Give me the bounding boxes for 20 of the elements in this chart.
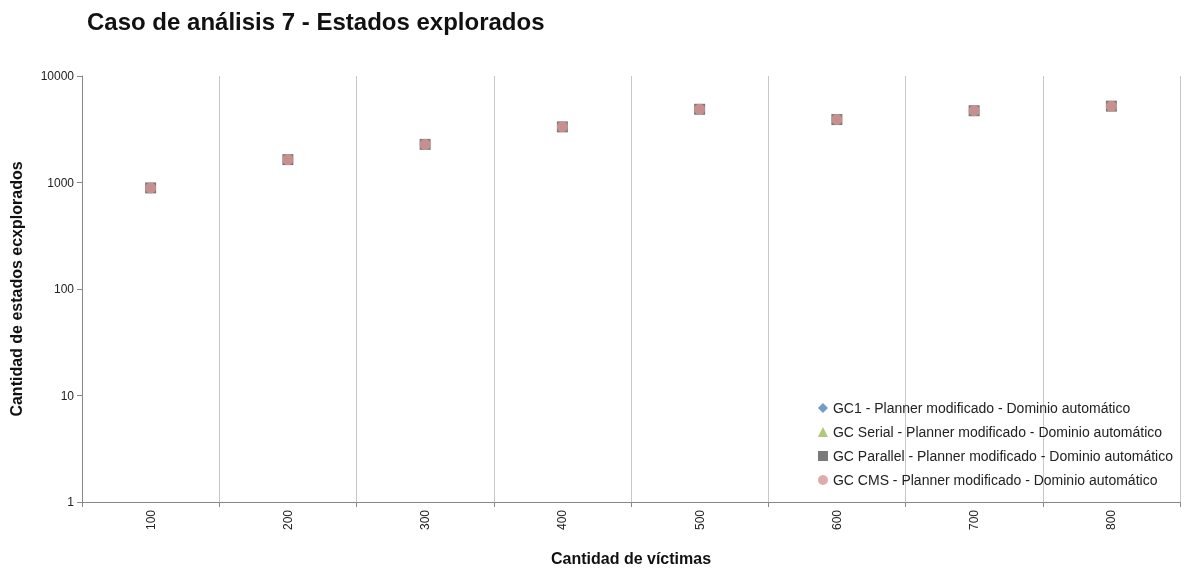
legend-label: GC Serial - Planner modificado - Dominio automático	[832, 424, 1163, 440]
y-tick-label: 10	[60, 388, 75, 403]
x-tick-label: 100	[143, 509, 158, 531]
y-tick-label: 1000	[47, 175, 75, 190]
x-axis-title: Cantidad de víctimas	[550, 549, 712, 567]
y-tick-label: 1	[67, 495, 75, 509]
x-tick-label: 300	[418, 509, 433, 531]
y-tick-label: 10000	[40, 69, 75, 83]
y-axis-title: Cantidad de estados ecxplorados	[7, 161, 25, 417]
x-tick-label: 600	[829, 509, 844, 531]
y-tick-label: 100	[53, 282, 75, 296]
x-tick-label: 400	[555, 509, 570, 531]
x-tick-label: 700	[967, 509, 982, 531]
x-tick-label: 500	[692, 509, 707, 531]
legend-label: GC1 - Planner modificado - Dominio automático	[832, 400, 1131, 416]
legend-label: GC CMS - Planner modificado - Dominio automático	[832, 472, 1158, 488]
chart-title: Caso de análisis 7 - Estados explorados	[87, 7, 545, 35]
x-tick-label: 800	[1104, 509, 1119, 531]
legend-label: GC Parallel - Planner modificado - Dominio automático	[832, 448, 1174, 464]
x-tick-label: 200	[280, 509, 295, 531]
